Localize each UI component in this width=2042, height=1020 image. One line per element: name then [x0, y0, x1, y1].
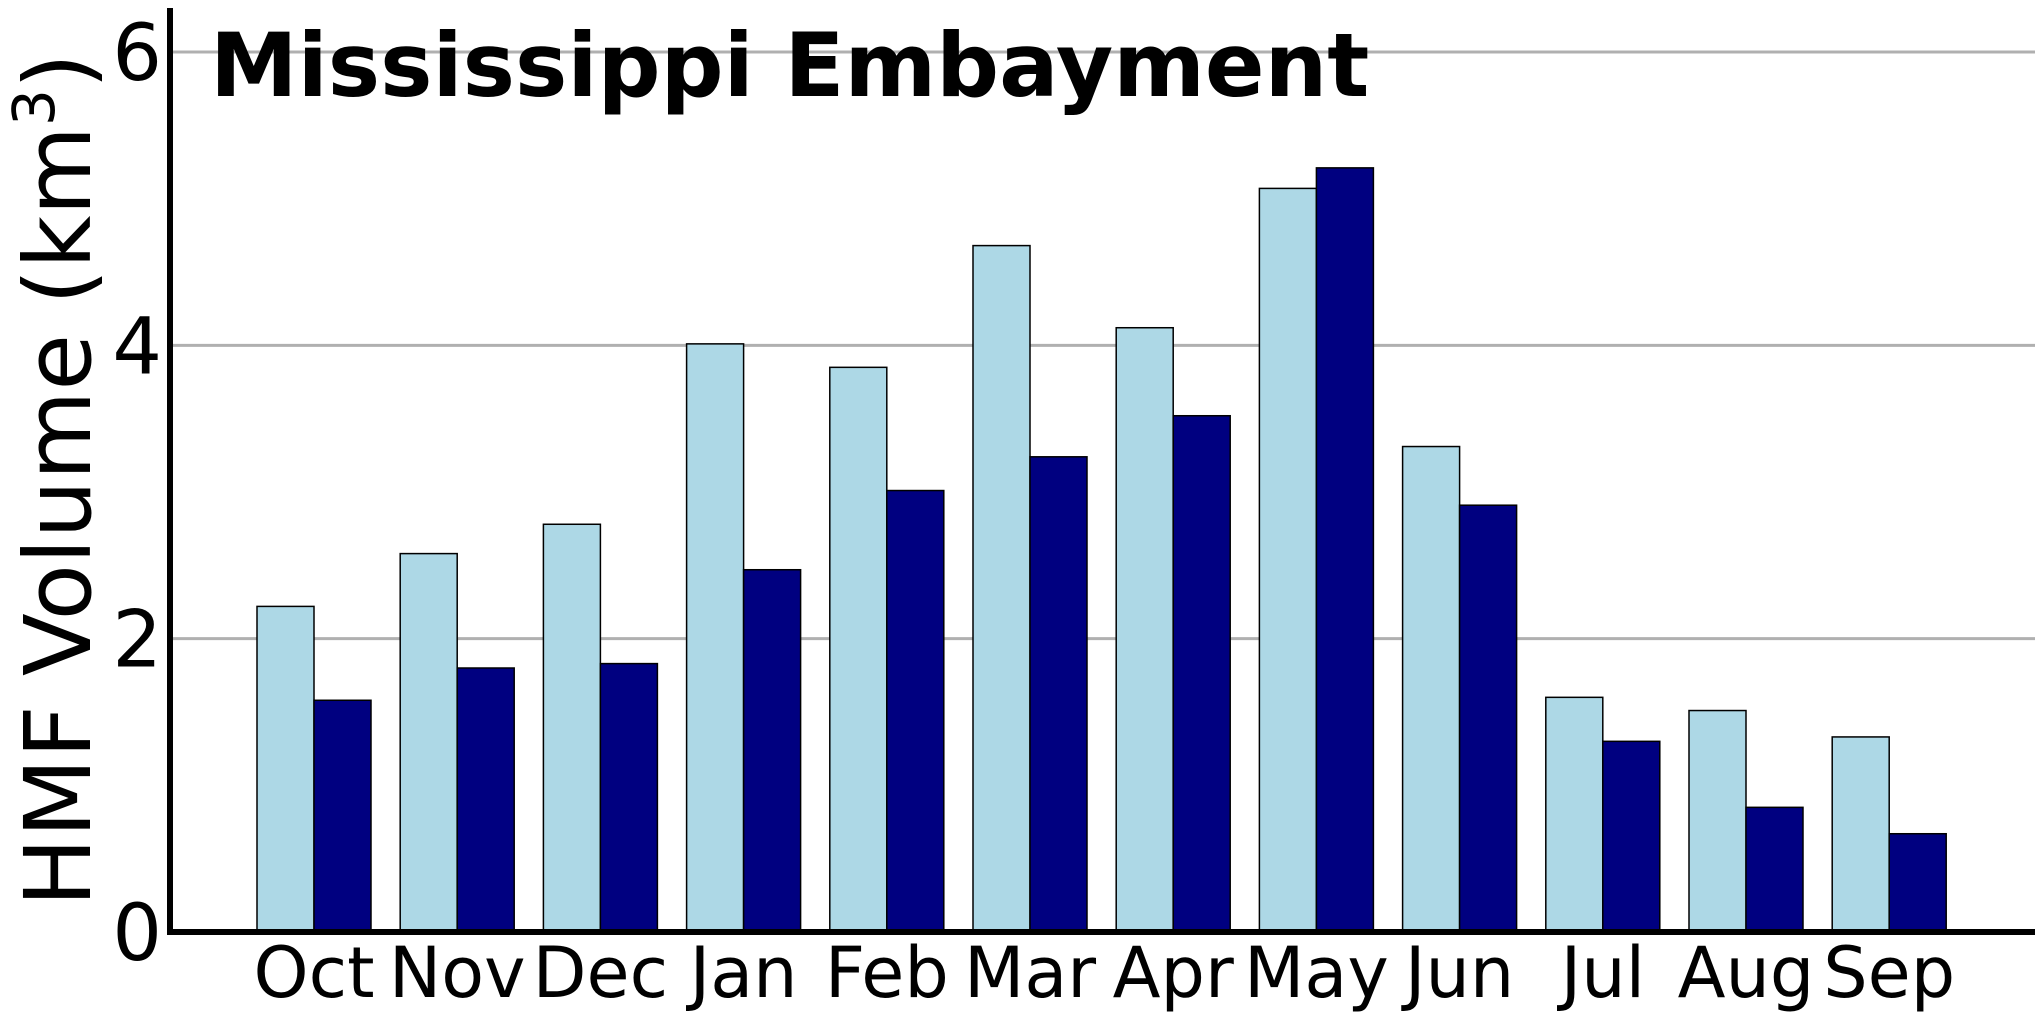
y-axis-label: HMF Volume (km3) [0, 53, 112, 907]
x-tick-label: Jul [1557, 932, 1645, 1014]
bar-series1-jul [1545, 696, 1604, 933]
bar-series1-apr [1115, 326, 1174, 933]
x-tick-label: Oct [253, 932, 374, 1014]
bar-series1-nov [399, 552, 458, 933]
x-tick-label: Dec [533, 932, 668, 1014]
x-tick-label: Nov [389, 932, 526, 1014]
bar-series2-apr [1172, 414, 1231, 933]
y-axis-label-superscript: 3 [0, 89, 68, 126]
bar-series2-jul [1602, 740, 1661, 933]
bar-series1-mar [972, 244, 1031, 933]
y-axis-label-main: HMF Volume (km [5, 126, 112, 907]
y-tick-label: 0 [112, 889, 162, 979]
x-tick-label: Feb [825, 932, 949, 1014]
x-tick-labels: Oct Nov Dec Jan Feb Mar Apr May Jun Jul Aug Sep [253, 932, 1955, 1014]
bar-series1-jan [685, 343, 745, 933]
bar-series1-sep [1831, 736, 1890, 933]
bar-series2-mar [1029, 456, 1088, 933]
bars [256, 167, 1947, 933]
bar-series2-sep [1888, 832, 1947, 933]
x-tick-label: Apr [1113, 932, 1234, 1014]
y-axis-label-close: ) [5, 53, 112, 89]
bar-series2-nov [456, 667, 515, 933]
bar-series2-dec [599, 662, 659, 933]
bar-series1-jun [1401, 445, 1461, 933]
gridlines [170, 50, 2035, 641]
x-tick-label: Jun [1401, 932, 1514, 1014]
bar-series1-oct [256, 605, 315, 933]
bar-series2-jan [742, 568, 802, 933]
axes [167, 8, 2035, 935]
bar-series1-dec [542, 523, 602, 933]
x-tick-label: Mar [964, 932, 1096, 1014]
x-tick-label: Jan [686, 932, 798, 1014]
chart-title: Mississippi Embayment [210, 14, 1369, 117]
bar-series2-aug [1745, 806, 1804, 933]
bar-series1-feb [829, 366, 888, 933]
bar-series1-aug [1688, 709, 1747, 933]
y-tick-label: 6 [112, 9, 162, 99]
y-tick-label: 2 [112, 596, 162, 686]
bar-series2-jun [1458, 504, 1518, 933]
bar-series2-oct [313, 699, 372, 933]
y-tick-label: 4 [112, 302, 162, 392]
x-tick-label: Sep [1823, 932, 1955, 1014]
bar-series1-may [1258, 187, 1318, 933]
bar-series2-may [1315, 167, 1375, 933]
bar-series2-feb [886, 489, 945, 933]
x-tick-label: May [1244, 932, 1389, 1014]
x-tick-label: Aug [1678, 932, 1815, 1014]
y-tick-labels: 0 2 4 6 [112, 9, 162, 979]
